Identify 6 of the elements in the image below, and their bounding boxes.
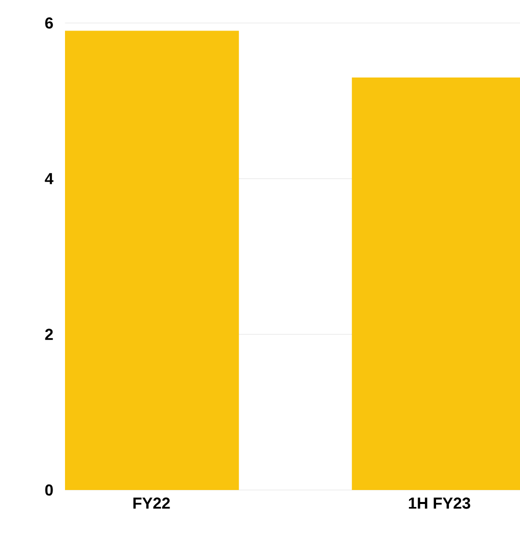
y-tick-label: 2 [45, 328, 53, 340]
x-tick-label: 1H FY23 [408, 498, 470, 509]
y-tick-label: 4 [44, 173, 54, 184]
y-tick-label: 6 [45, 17, 53, 29]
y-tick-label: 0 [45, 484, 53, 496]
x-tick-label: FY22 [133, 498, 170, 509]
